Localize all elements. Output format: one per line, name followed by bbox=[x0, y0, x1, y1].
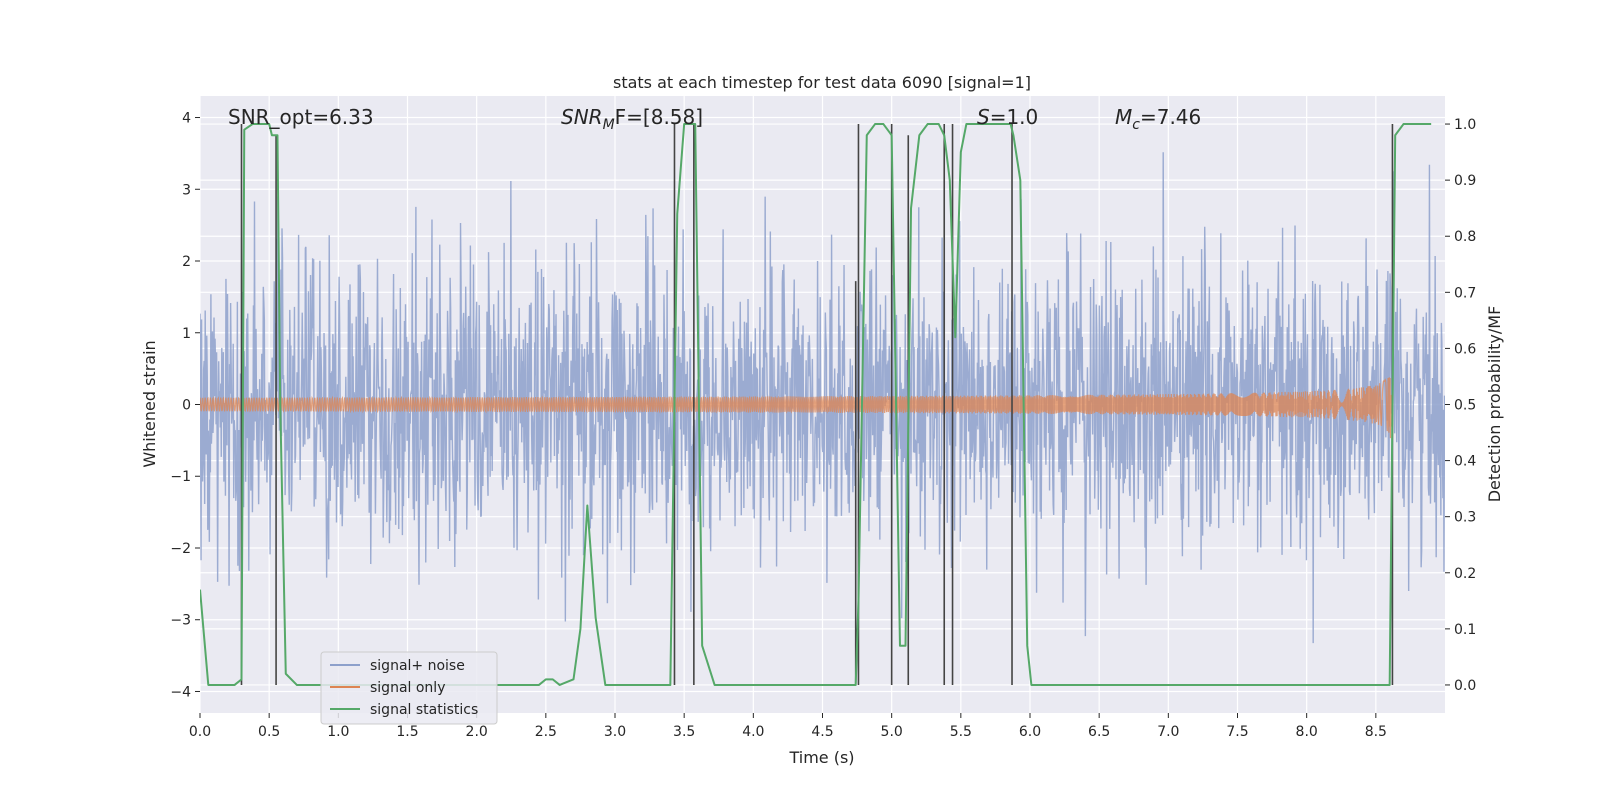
annotation-mc-value: =7.46 bbox=[1140, 105, 1201, 129]
annotation-snr-mf-rest: F=[8.58] bbox=[615, 105, 703, 129]
annotation-mc-label: M bbox=[1115, 105, 1132, 129]
x-tick-label: 0.5 bbox=[258, 724, 280, 740]
y2-tick-label: 0.9 bbox=[1454, 173, 1476, 189]
legend-label-signal: signal only bbox=[370, 680, 445, 696]
x-tick-label: 2.0 bbox=[466, 724, 488, 740]
x-axis-label: Time (s) bbox=[788, 748, 854, 767]
axes: 0.0 0.5 1.0 1.5 2.0 2.5 3.0 3.5 4.0 4.5 5.0 5.5 6.0 6… bbox=[170, 111, 1476, 740]
annotation-s: S=1.0 bbox=[977, 105, 1038, 129]
series-line-signal bbox=[200, 377, 1393, 439]
y-tick-label: 3 bbox=[182, 182, 191, 198]
y-tick-label: −2 bbox=[170, 541, 191, 557]
y2-tick-label: 0.7 bbox=[1454, 285, 1476, 301]
plot-area bbox=[200, 123, 1445, 686]
x-tick-label: 7.5 bbox=[1226, 724, 1248, 740]
x-tick-label: 6.0 bbox=[1019, 724, 1041, 740]
x-tick-label: 1.0 bbox=[327, 724, 349, 740]
x-tick-label: 2.5 bbox=[535, 724, 557, 740]
y2-tick-label: 1.0 bbox=[1454, 117, 1476, 133]
annotation-mc: Mc=7.46 bbox=[1115, 105, 1201, 133]
x-tick-label: 3.0 bbox=[604, 724, 626, 740]
annotation-snr-mf-sub: M bbox=[603, 117, 615, 133]
annotation-s-value: =1.0 bbox=[990, 105, 1039, 129]
y2-tick-label: 0.2 bbox=[1454, 566, 1476, 582]
annotation-mc-sub: c bbox=[1132, 117, 1140, 133]
y2-tick-label: 0.6 bbox=[1454, 341, 1476, 357]
y-axis-label: Whitened strain bbox=[140, 340, 159, 467]
legend-label-statistics: signal statistics bbox=[370, 702, 478, 718]
y2-tick-label: 0.1 bbox=[1454, 622, 1476, 638]
y2-axis-label: Detection probability/MF bbox=[1485, 306, 1504, 503]
x-tick-label: 6.5 bbox=[1088, 724, 1110, 740]
y-tick-label: −1 bbox=[170, 469, 191, 485]
annotation-s-label: S bbox=[977, 105, 990, 129]
annotation-snr-mf-label: SNR bbox=[561, 105, 603, 129]
x-tick-label: 0.0 bbox=[189, 724, 211, 740]
x-tick-label: 4.0 bbox=[742, 724, 764, 740]
legend: signal+ noise signal only signal statist… bbox=[320, 651, 498, 725]
legend-box bbox=[320, 651, 498, 725]
y2-tick-label: 0.4 bbox=[1454, 454, 1476, 470]
x-tick-label: 7.0 bbox=[1157, 724, 1179, 740]
x-tick-label: 4.5 bbox=[811, 724, 833, 740]
x-tick-label: 8.0 bbox=[1296, 724, 1318, 740]
x-tick-label: 3.5 bbox=[673, 724, 695, 740]
y-tick-label: 2 bbox=[182, 254, 191, 270]
series-line-statistics bbox=[200, 123, 1432, 686]
x-tick-label: 5.0 bbox=[881, 724, 903, 740]
y-tick-label: −3 bbox=[170, 613, 191, 629]
y-tick-label: 4 bbox=[182, 111, 191, 127]
x-tick-label: 5.5 bbox=[950, 724, 972, 740]
annotation-snr-mf: SNRMF=[8.58] bbox=[561, 105, 703, 133]
statistics-series-group bbox=[200, 123, 1432, 686]
annotation-snr-opt: SNR_opt=6.33 bbox=[228, 105, 374, 129]
x-tick-label: 1.5 bbox=[396, 724, 418, 740]
x-tick-label: 8.5 bbox=[1365, 724, 1387, 740]
y-tick-label: 1 bbox=[182, 326, 191, 342]
y-tick-label: 0 bbox=[182, 398, 191, 414]
chart-title: stats at each timestep for test data 609… bbox=[613, 73, 1031, 92]
legend-label-noise: signal+ noise bbox=[370, 658, 465, 674]
signal-series-group bbox=[200, 377, 1393, 439]
y2-tick-label: 0.0 bbox=[1454, 678, 1476, 694]
y2-tick-label: 0.8 bbox=[1454, 229, 1476, 245]
y2-tick-label: 0.5 bbox=[1454, 398, 1476, 414]
y2-tick-label: 0.3 bbox=[1454, 510, 1476, 526]
y-tick-label: −4 bbox=[170, 684, 191, 700]
